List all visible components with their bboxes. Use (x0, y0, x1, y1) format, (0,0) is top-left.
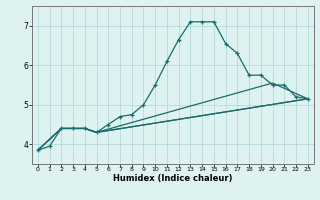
X-axis label: Humidex (Indice chaleur): Humidex (Indice chaleur) (113, 174, 233, 183)
